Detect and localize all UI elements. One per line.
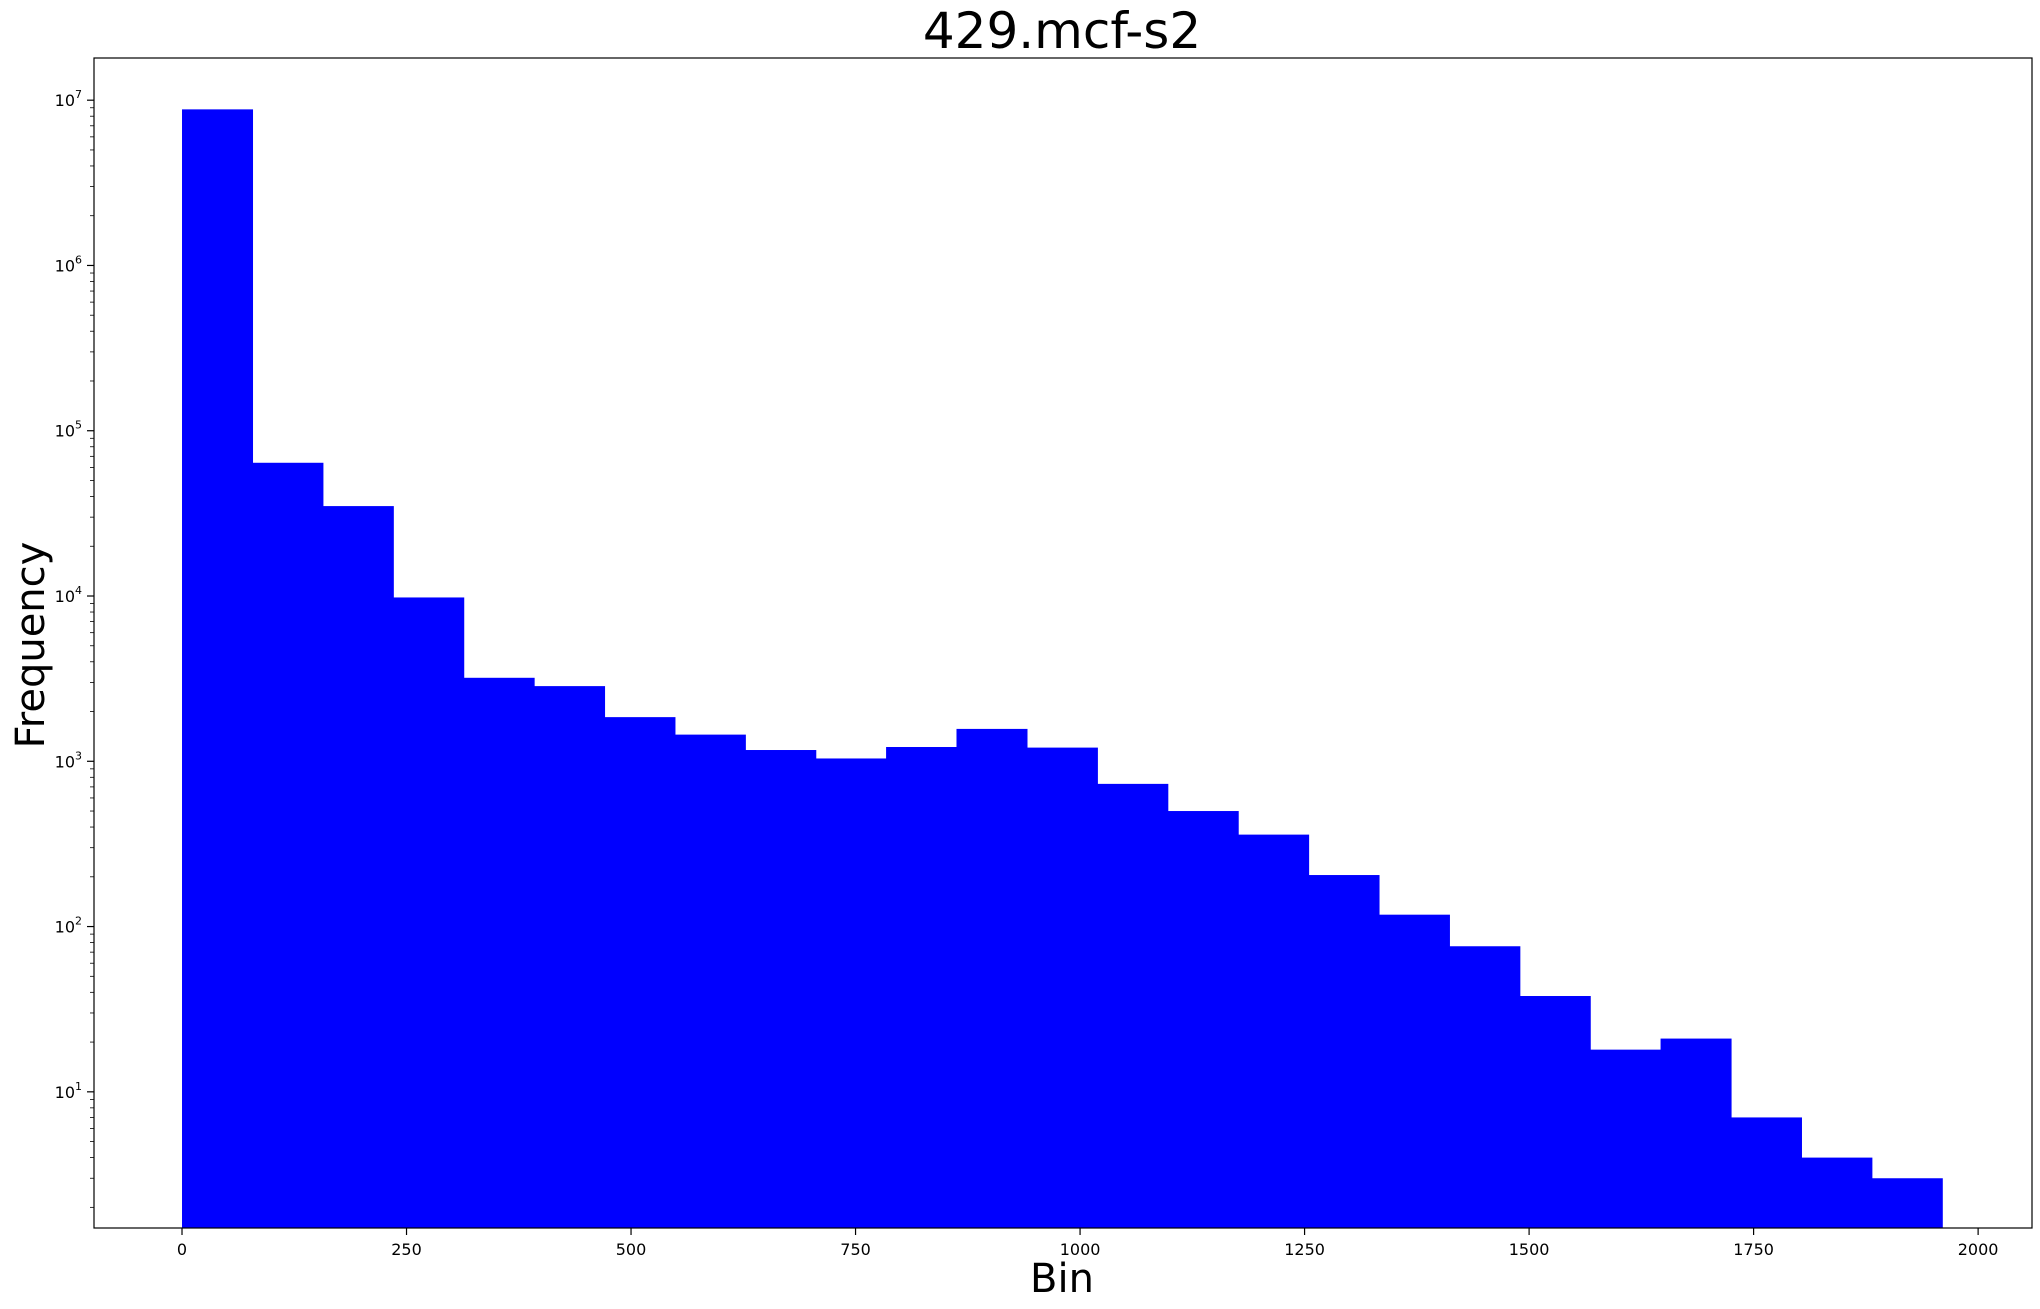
y-tick-label: 104 [55,584,82,606]
y-tick-label: 107 [55,88,82,110]
y-tick-label: 103 [55,749,82,771]
x-tick-label: 1250 [1284,1240,1325,1259]
bar-18 [1449,946,1521,1228]
x-tick-label: 1500 [1509,1240,1550,1259]
bar-12 [1026,747,1098,1228]
bar-1 [252,462,324,1228]
bar-9 [815,758,887,1228]
bar-17 [1378,914,1450,1228]
x-tick-label: 500 [616,1240,647,1259]
plot-frame [93,57,2033,1229]
x-tick-label: 0 [177,1240,187,1259]
x-axis-ticks: 0 250 500 750 1000 1250 1500 1750 2000 [177,1228,1999,1259]
x-tick-label: 1750 [1733,1240,1774,1259]
x-tick-label: 750 [840,1240,871,1259]
bar-21 [1660,1038,1732,1228]
bar-23 [1801,1157,1873,1228]
x-tick-label: 250 [391,1240,422,1259]
bar-10 [886,747,958,1228]
bar-7 [674,734,746,1228]
bar-20 [1590,1049,1662,1228]
bar-4 [463,677,535,1228]
bar-24 [1871,1178,1943,1228]
bar-2 [322,506,394,1228]
bar-14 [1167,811,1239,1228]
bar-5 [534,686,606,1228]
y-tick-label: 106 [55,253,82,275]
y-axis-ticks: 101 102 103 104 105 106 107 [55,88,94,1208]
bar-6 [604,717,676,1228]
x-tick-label: 1000 [1060,1240,1101,1259]
y-tick-label: 105 [55,419,82,441]
y-tick-label: 101 [55,1080,82,1102]
bar-16 [1308,875,1380,1228]
bar-8 [745,750,817,1228]
x-axis-label: Bin [1030,1256,1094,1302]
bar-0 [182,109,254,1229]
bar-11 [956,728,1028,1228]
x-tick-label: 2000 [1958,1240,1999,1259]
bar-19 [1519,996,1591,1228]
bar-13 [1097,783,1169,1228]
y-tick-label: 102 [55,915,82,937]
bars-group [182,109,1943,1229]
bar-22 [1730,1117,1802,1228]
chart-title: 429.mcf-s2 [923,2,1201,60]
bar-15 [1238,834,1310,1228]
bar-3 [393,597,465,1228]
y-axis-label: Frequency [8,542,54,749]
